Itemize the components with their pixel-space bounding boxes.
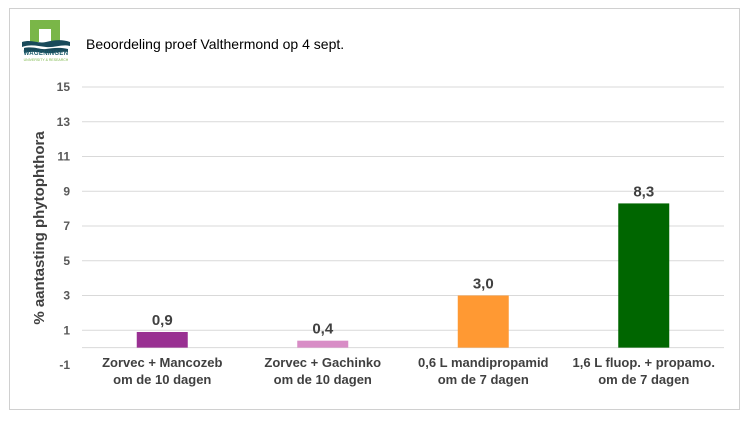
logo-graphic	[22, 20, 70, 54]
bar	[457, 295, 509, 348]
data-label: 0,9	[152, 312, 173, 329]
y-tick-label: 15	[57, 80, 71, 94]
x-category-label: Zorvec + Gachinko	[264, 355, 381, 370]
y-axis-title: % aantasting phytophthora	[31, 131, 48, 325]
x-category-label: om de 10 dagen	[113, 372, 211, 387]
data-label: 0,4	[312, 321, 334, 338]
chart-frame	[9, 8, 740, 410]
y-tick-label: -1	[59, 358, 70, 372]
x-category-label: 1,6 L fluop. + propamo.	[573, 355, 715, 370]
y-tick-label: 9	[63, 184, 70, 198]
logo-subtext: UNIVERSITY & RESEARCH	[23, 58, 69, 62]
bar	[136, 331, 188, 348]
wageningen-logo	[18, 18, 74, 64]
x-category-label: 0,6 L mandipropamid	[418, 355, 549, 370]
bar	[618, 203, 670, 348]
y-tick-label: 7	[63, 219, 70, 233]
data-label: 8,3	[633, 183, 654, 200]
chart-title: Beoordeling proef Valthermond op 4 sept.	[86, 36, 345, 52]
y-tick-label: 13	[57, 115, 71, 129]
y-tick-label: 1	[63, 323, 70, 337]
x-category-label: om de 7 dagen	[438, 372, 529, 387]
data-label: 3,0	[473, 276, 494, 293]
x-category-label: Zorvec + Mancozeb	[102, 355, 222, 370]
y-tick-label: 11	[57, 150, 70, 164]
y-tick-label: 3	[63, 289, 70, 303]
bar	[297, 340, 349, 348]
x-category-label: om de 7 dagen	[598, 372, 689, 387]
y-tick-label: 5	[63, 254, 70, 268]
logo-text: WAGENINGEN	[23, 51, 69, 57]
x-category-label: om de 10 dagen	[274, 372, 372, 387]
